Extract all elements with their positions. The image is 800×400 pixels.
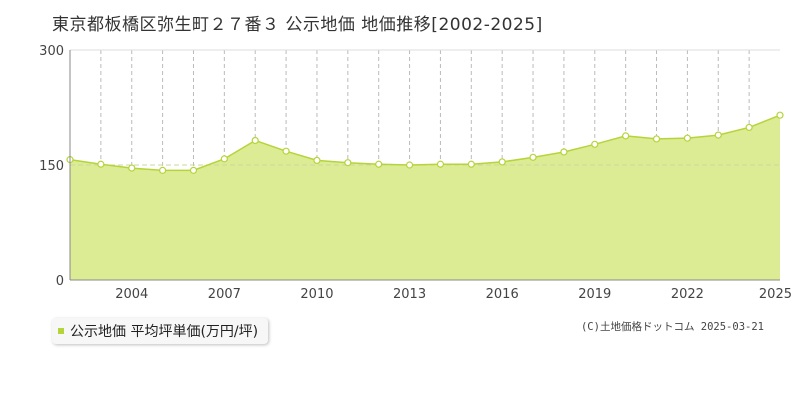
chart-title: 東京都板橋区弥生町２７番３ 公示地価 地価推移[2002-2025]: [52, 15, 543, 35]
data-point: [467, 160, 475, 168]
data-point: [405, 161, 414, 169]
data-point: [220, 155, 228, 163]
data-point: [529, 153, 537, 161]
data-point: [251, 136, 259, 145]
copyright-text: (C)土地価格ドットコム 2025-03-21: [580, 321, 764, 333]
data-point: [159, 166, 167, 174]
data-point: [591, 140, 599, 148]
data-point: [282, 147, 290, 155]
data-point: [189, 166, 198, 174]
series-line: [69, 114, 781, 172]
x-tick-label: 2010: [300, 287, 333, 302]
x-tick-label: 2022: [671, 287, 704, 302]
x-tick-label: 2025: [759, 287, 792, 302]
data-point: [436, 160, 445, 168]
data-point: [498, 158, 506, 166]
legend-label: 公示地価 平均坪単価(万円/坪): [70, 324, 259, 340]
data-point: [375, 160, 383, 168]
y-tick-label: 0: [56, 274, 64, 289]
x-tick-label: 2007: [208, 287, 241, 302]
x-tick-label: 2016: [486, 287, 519, 302]
data-point: [745, 123, 753, 132]
x-tick-label: 2019: [578, 287, 611, 302]
data-point: [97, 160, 105, 168]
data-point: [622, 132, 630, 140]
data-point: [652, 135, 661, 143]
data-point: [560, 148, 568, 156]
data-point: [344, 159, 352, 167]
data-point: [714, 131, 722, 139]
data-point: [776, 111, 784, 119]
y-tick-label: 150: [39, 159, 64, 174]
y-tick-label: 300: [39, 44, 64, 59]
legend-marker: [58, 328, 64, 334]
data-point: [128, 164, 136, 172]
data-point: [683, 134, 691, 142]
x-tick-label: 2013: [393, 287, 426, 302]
legend: 公示地価 平均坪単価(万円/坪): [52, 318, 269, 344]
x-tick-label: 2004: [115, 287, 148, 302]
series-area: [70, 115, 780, 281]
data-point: [313, 156, 321, 164]
